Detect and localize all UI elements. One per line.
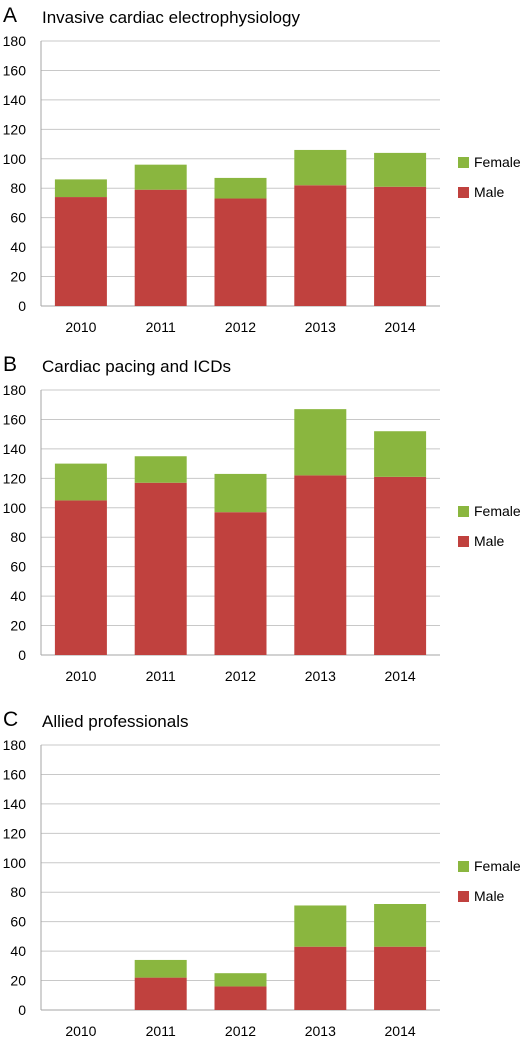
y-tick-label: 20 — [10, 269, 26, 285]
x-tick-label: 2011 — [146, 319, 176, 335]
stacked-bar-chart: 0 20 40 60 80 100 120 140 160 180 2010 2011 2012 2013… — [3, 382, 520, 684]
bar-male-2011 — [134, 977, 187, 1010]
x-tick-label: 2012 — [225, 668, 256, 684]
y-tick-label: 180 — [3, 382, 27, 398]
y-tick-label: 120 — [3, 825, 27, 841]
y-tick-label: 0 — [18, 298, 26, 314]
chart-panel-a: A Invasive cardiac electrophysiology 0 20… — [0, 4, 520, 349]
bar-male-2012 — [214, 986, 267, 1010]
stacked-bar-chart: 0 20 40 60 80 100 120 140 160 180 2010 2011 2012 2013… — [3, 33, 520, 335]
stacked-bar-chart: 0 20 40 60 80 100 120 140 160 180 2010 2011 2012 2013… — [3, 737, 520, 1039]
y-tick-label: 80 — [10, 180, 26, 196]
bar-male-2012 — [214, 198, 267, 306]
chart-title: Allied professionals — [42, 712, 189, 731]
y-tick-label: 0 — [18, 1002, 26, 1018]
chart-title: Cardiac pacing and ICDs — [42, 357, 231, 376]
y-tick-label: 120 — [3, 121, 27, 137]
bar-male-2013 — [294, 946, 347, 1010]
panel-label: A — [3, 4, 18, 27]
bar-male-2011 — [134, 189, 187, 306]
bar-female-2010 — [54, 179, 107, 198]
bar-female-2012 — [214, 973, 267, 987]
legend-label-female: Female — [474, 154, 520, 170]
legend-swatch-female — [458, 861, 469, 872]
bar-male-2012 — [214, 512, 267, 655]
bar-female-2013 — [294, 905, 347, 947]
y-tick-label: 60 — [10, 210, 26, 226]
y-tick-label: 80 — [10, 884, 26, 900]
y-tick-label: 60 — [10, 914, 26, 930]
bar-female-2010 — [54, 463, 107, 501]
chart-panel-b: B Cardiac pacing and ICDs 0 20 40 60 80 100 12… — [0, 353, 520, 698]
x-tick-label: 2013 — [305, 1023, 336, 1039]
y-tick-label: 140 — [3, 796, 27, 812]
y-tick-label: 40 — [10, 239, 26, 255]
bar-male-2014 — [374, 186, 427, 306]
x-tick-label: 2010 — [65, 668, 96, 684]
x-tick-label: 2013 — [305, 668, 336, 684]
bar-female-2014 — [374, 431, 427, 477]
y-tick-label: 40 — [10, 943, 26, 959]
x-tick-label: 2010 — [65, 319, 96, 335]
x-tick-label: 2010 — [65, 1023, 96, 1039]
x-tick-label: 2012 — [225, 319, 256, 335]
legend-swatch-female — [458, 157, 469, 168]
legend-label-male: Male — [474, 184, 505, 200]
y-tick-label: 40 — [10, 588, 26, 604]
y-tick-label: 100 — [3, 855, 27, 871]
y-tick-label: 160 — [3, 411, 27, 427]
y-tick-label: 160 — [3, 62, 27, 78]
bar-female-2011 — [134, 164, 187, 190]
chart-title: Invasive cardiac electrophysiology — [42, 8, 300, 27]
y-tick-label: 100 — [3, 151, 27, 167]
panel-label: C — [3, 708, 19, 731]
bar-male-2010 — [54, 197, 107, 306]
bar-female-2013 — [294, 409, 347, 476]
y-tick-label: 60 — [10, 559, 26, 575]
chart-panel-c: C Allied professionals 0 20 40 60 80 100 120 14… — [0, 708, 520, 1043]
x-tick-label: 2014 — [385, 319, 416, 335]
bar-female-2012 — [214, 473, 267, 513]
legend-swatch-male — [458, 536, 469, 547]
y-tick-label: 140 — [3, 441, 27, 457]
legend-swatch-male — [458, 187, 469, 198]
y-tick-label: 80 — [10, 529, 26, 545]
bar-female-2013 — [294, 149, 347, 186]
bar-male-2010 — [54, 500, 107, 655]
y-tick-label: 100 — [3, 500, 27, 516]
legend-swatch-male — [458, 891, 469, 902]
panel-label: B — [3, 353, 18, 376]
bar-male-2013 — [294, 475, 347, 655]
legend-label-male: Male — [474, 533, 505, 549]
legend-swatch-female — [458, 506, 469, 517]
legend-label-female: Female — [474, 503, 520, 519]
y-tick-label: 180 — [3, 737, 27, 753]
x-tick-label: 2014 — [385, 668, 416, 684]
bar-male-2011 — [134, 482, 187, 655]
y-tick-label: 160 — [3, 766, 27, 782]
y-tick-label: 20 — [10, 973, 26, 989]
bar-male-2013 — [294, 185, 347, 306]
legend-label-male: Male — [474, 888, 505, 904]
bar-female-2012 — [214, 177, 267, 199]
bar-female-2011 — [134, 959, 187, 978]
y-tick-label: 140 — [3, 92, 27, 108]
x-tick-label: 2011 — [146, 1023, 176, 1039]
x-tick-label: 2013 — [305, 319, 336, 335]
x-tick-label: 2011 — [146, 668, 176, 684]
x-tick-label: 2014 — [385, 1023, 416, 1039]
bar-female-2014 — [374, 904, 427, 947]
y-tick-label: 0 — [18, 647, 26, 663]
bar-female-2011 — [134, 456, 187, 483]
bar-male-2014 — [374, 946, 427, 1010]
y-tick-label: 180 — [3, 33, 27, 49]
y-tick-label: 120 — [3, 470, 27, 486]
x-tick-label: 2012 — [225, 1023, 256, 1039]
bar-female-2014 — [374, 152, 427, 187]
bar-male-2014 — [374, 476, 427, 655]
y-tick-label: 20 — [10, 618, 26, 634]
legend-label-female: Female — [474, 858, 520, 874]
